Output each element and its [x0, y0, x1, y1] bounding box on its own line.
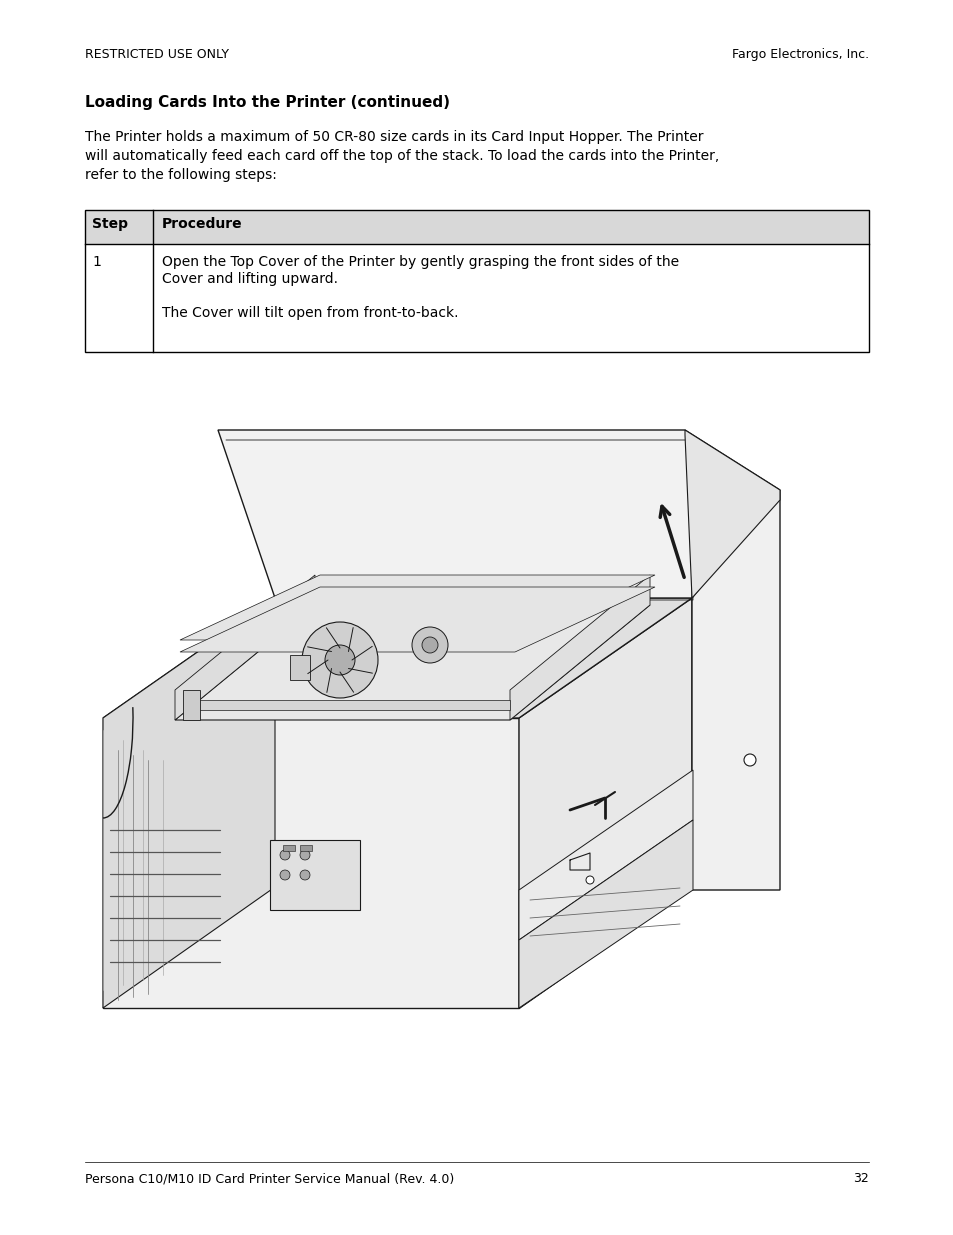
- Polygon shape: [103, 598, 691, 718]
- Polygon shape: [299, 845, 312, 851]
- Text: Fargo Electronics, Inc.: Fargo Electronics, Inc.: [731, 48, 868, 61]
- Text: The Printer holds a maximum of 50 CR-80 size cards in its Card Input Hopper. The: The Printer holds a maximum of 50 CR-80 …: [85, 130, 702, 144]
- Polygon shape: [290, 655, 310, 680]
- Circle shape: [585, 876, 594, 884]
- Polygon shape: [185, 700, 510, 710]
- Polygon shape: [691, 490, 780, 890]
- Polygon shape: [218, 430, 780, 598]
- Text: RESTRICTED USE ONLY: RESTRICTED USE ONLY: [85, 48, 229, 61]
- Text: Open the Top Cover of the Printer by gently grasping the front sides of the: Open the Top Cover of the Printer by gen…: [162, 254, 679, 269]
- Bar: [85, 210, 868, 352]
- Polygon shape: [270, 840, 359, 910]
- Polygon shape: [183, 690, 200, 720]
- Polygon shape: [518, 598, 691, 1008]
- Circle shape: [299, 869, 310, 881]
- Polygon shape: [180, 576, 655, 640]
- Circle shape: [302, 622, 377, 698]
- Circle shape: [421, 637, 437, 653]
- Polygon shape: [103, 598, 274, 1008]
- Text: Loading Cards Into the Printer (continued): Loading Cards Into the Printer (continue…: [85, 95, 450, 110]
- Text: 1: 1: [91, 254, 101, 269]
- Text: will automatically feed each card off the top of the stack. To load the cards in: will automatically feed each card off th…: [85, 149, 719, 163]
- Polygon shape: [103, 887, 692, 1008]
- Text: Step: Step: [91, 217, 128, 231]
- Circle shape: [412, 627, 448, 663]
- Text: refer to the following steps:: refer to the following steps:: [85, 168, 276, 182]
- Text: Cover and lifting upward.: Cover and lifting upward.: [162, 272, 337, 287]
- Polygon shape: [180, 587, 655, 652]
- Circle shape: [299, 850, 310, 860]
- Polygon shape: [518, 820, 692, 1008]
- Circle shape: [280, 869, 290, 881]
- Circle shape: [325, 645, 355, 676]
- Polygon shape: [174, 576, 314, 720]
- Polygon shape: [684, 430, 780, 598]
- Text: Persona C10/M10 ID Card Printer Service Manual (Rev. 4.0): Persona C10/M10 ID Card Printer Service …: [85, 1172, 454, 1186]
- Text: 32: 32: [852, 1172, 868, 1186]
- Circle shape: [280, 850, 290, 860]
- Bar: [85, 210, 868, 245]
- Circle shape: [743, 755, 755, 766]
- Polygon shape: [518, 769, 692, 940]
- Polygon shape: [510, 576, 649, 720]
- Polygon shape: [283, 845, 294, 851]
- Text: Procedure: Procedure: [162, 217, 242, 231]
- Polygon shape: [103, 718, 518, 1008]
- Text: The Cover will tilt open from front-to-back.: The Cover will tilt open from front-to-b…: [162, 306, 458, 320]
- Polygon shape: [174, 605, 649, 720]
